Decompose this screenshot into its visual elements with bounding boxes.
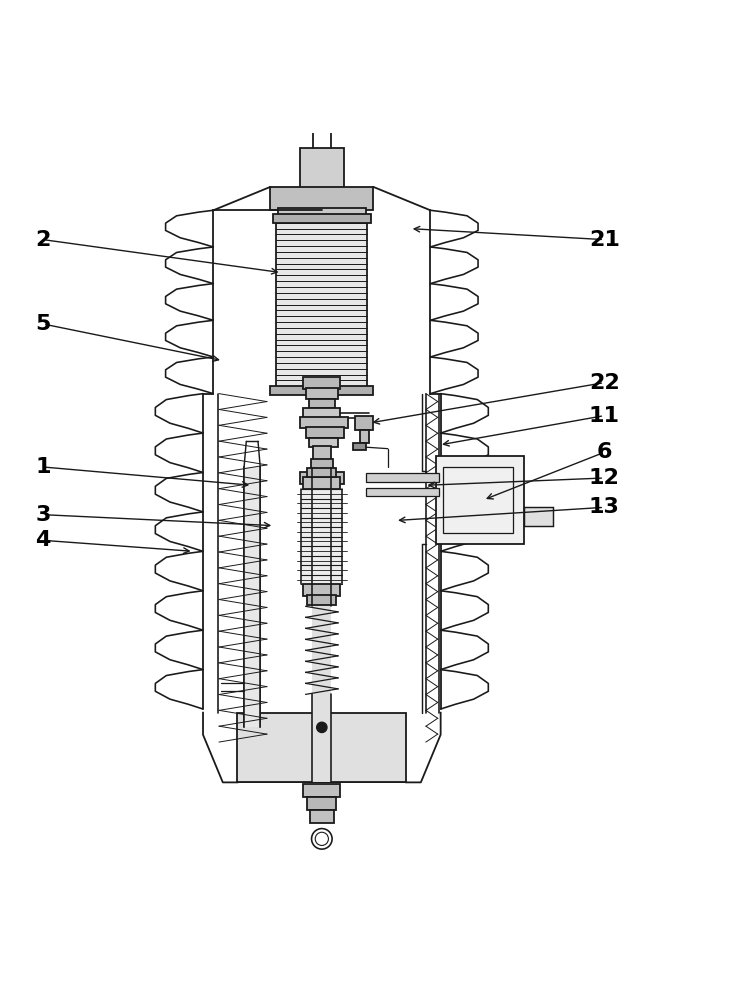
Bar (304, 477, 340, 489)
Text: 1: 1 (35, 457, 51, 477)
Bar (313, 386, 331, 782)
Bar (300, 417, 348, 428)
Text: 22: 22 (589, 373, 619, 393)
Bar (270, 386, 373, 395)
Text: 13: 13 (589, 497, 619, 517)
Bar (310, 810, 333, 823)
Bar (278, 208, 366, 223)
Text: 6: 6 (596, 442, 612, 462)
Bar (304, 584, 340, 596)
Bar (366, 488, 439, 496)
Bar (523, 507, 553, 526)
Bar (366, 473, 439, 482)
Bar (307, 595, 336, 605)
Bar (304, 408, 340, 418)
Bar (306, 388, 338, 399)
Bar (307, 468, 336, 477)
Bar (360, 430, 369, 443)
Bar (355, 416, 373, 430)
Text: 11: 11 (589, 406, 620, 426)
Text: 12: 12 (589, 468, 619, 488)
Text: 5: 5 (35, 314, 51, 334)
Bar (309, 399, 335, 408)
Bar (244, 467, 260, 727)
Bar (237, 713, 406, 782)
Bar (300, 148, 344, 188)
Bar (270, 187, 373, 210)
Text: 3: 3 (35, 505, 51, 525)
Bar (309, 438, 338, 447)
Text: 21: 21 (589, 230, 619, 250)
Bar (300, 472, 344, 484)
Circle shape (317, 722, 327, 733)
Text: 4: 4 (35, 530, 51, 550)
Bar (304, 377, 340, 389)
Bar (273, 214, 371, 223)
Bar (304, 784, 340, 797)
Bar (443, 467, 513, 533)
Bar (306, 427, 344, 438)
Bar (302, 489, 342, 584)
Bar (353, 443, 366, 450)
Bar (435, 456, 523, 544)
Bar (276, 223, 367, 386)
Bar (311, 459, 333, 473)
Text: 2: 2 (35, 230, 51, 250)
Bar (313, 446, 331, 460)
Bar (307, 797, 336, 810)
